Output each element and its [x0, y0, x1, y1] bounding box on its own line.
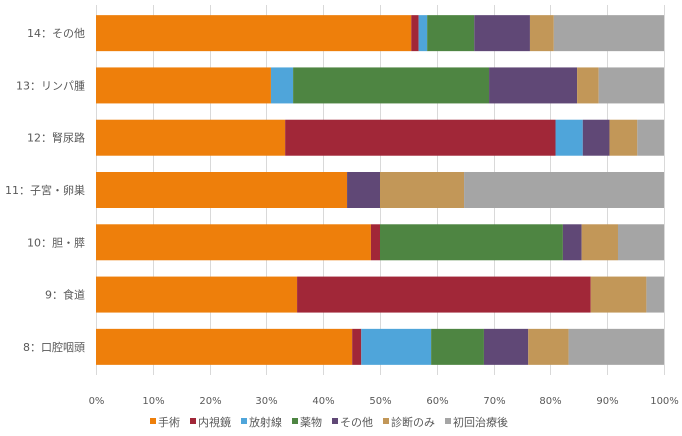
category-label: 14：その他 [27, 27, 85, 40]
bar-segment-4 [431, 328, 484, 365]
legend-item: 初回治療後 [445, 415, 508, 429]
legend-item: 内視鏡 [190, 415, 231, 429]
bar-segment-1 [96, 224, 371, 261]
bar-segment-4 [427, 15, 475, 52]
legend-item: 診断のみ [383, 415, 435, 429]
x-tick-label: 30% [255, 396, 277, 407]
bar-segment-1 [96, 119, 286, 156]
bar-segment-7 [637, 119, 664, 156]
bar-segment-4 [293, 67, 490, 104]
bar-segment-5 [483, 328, 529, 365]
legend-swatch [292, 418, 298, 424]
x-tick-label: 50% [369, 396, 391, 407]
bar-segment-5 [489, 67, 578, 104]
bar-segment-2 [285, 119, 556, 156]
legend-label: 初回治療後 [453, 415, 508, 429]
x-tick-label: 70% [483, 396, 505, 407]
bar-segment-7 [617, 224, 664, 261]
legend-swatch [332, 418, 338, 424]
bar-segment-1 [96, 172, 348, 208]
legend: 手術 内視鏡 放射線 薬物 その他 診断のみ 初回治療後 [150, 415, 508, 429]
bar-segment-6 [529, 15, 554, 52]
legend-swatch [190, 418, 196, 424]
x-tick-label: 100% [650, 396, 679, 407]
legend-swatch [445, 418, 451, 424]
bar-segment-7 [646, 276, 664, 313]
bar-segment-4 [380, 224, 563, 261]
category-label: 8：口腔咽頭 [23, 340, 85, 354]
bar-segment-1 [96, 276, 298, 313]
x-tick-label: 80% [539, 396, 561, 407]
bar-segment-5 [562, 224, 582, 261]
bar-segment-5 [347, 172, 380, 208]
x-tick-label: 10% [142, 396, 164, 407]
x-tick-label: 0% [89, 396, 105, 407]
legend-item: 放射線 [241, 415, 282, 429]
bar-segment-7 [598, 67, 664, 104]
legend-label: 診断のみ [391, 415, 435, 429]
legend-swatch [383, 418, 389, 424]
bar-segment-7 [553, 15, 664, 52]
bar-segment-1 [96, 328, 353, 365]
legend-label: 薬物 [300, 415, 322, 429]
bar-segment-6 [380, 172, 465, 208]
legend-item: その他 [332, 416, 373, 429]
legend-swatch [150, 418, 156, 424]
bar-segment-5 [582, 119, 610, 156]
category-label: 13：リンパ腫 [16, 78, 85, 92]
bar-segment-2 [411, 15, 419, 52]
bar-segment-6 [581, 224, 618, 261]
bar-segment-5 [474, 15, 530, 52]
legend-label: 内視鏡 [198, 415, 231, 429]
bar-segment-3 [418, 15, 428, 52]
x-tick-labels: 0% 10% 20% 30% 40% 50% 60% 70% 80% 90% 100% [89, 396, 679, 407]
x-tick-label: 90% [596, 396, 618, 407]
bar-segment-1 [96, 67, 271, 104]
bar-segment-2 [352, 328, 362, 365]
bar-segment-6 [590, 276, 647, 313]
bar-segment-6 [577, 67, 599, 104]
bar-segment-2 [370, 224, 380, 261]
bar-segment-1 [96, 15, 412, 52]
bar-segment-6 [609, 119, 638, 156]
category-label: 11：子宮・卵巣 [5, 183, 85, 197]
bar-segment-2 [297, 276, 591, 313]
legend-item: 薬物 [292, 415, 322, 429]
legend-item: 手術 [150, 415, 180, 429]
legend-swatch [241, 418, 247, 424]
category-labels: 14：その他 13：リンパ腫 12：腎尿路 11：子宮・卵巣 10：胆・膵 9：食道 8：口… [5, 27, 85, 354]
category-label: 12：腎尿路 [27, 132, 85, 145]
bar-segment-7 [568, 328, 664, 365]
category-label: 10：胆・膵 [27, 236, 85, 249]
x-tick-label: 20% [199, 396, 221, 407]
legend-label: 放射線 [249, 415, 282, 429]
legend-label: その他 [340, 416, 373, 429]
category-label: 9：食道 [45, 288, 85, 302]
bar-segment-3 [270, 67, 294, 104]
bars [96, 15, 664, 365]
bar-segment-6 [528, 328, 569, 365]
bar-segment-3 [555, 119, 583, 156]
x-tick-label: 40% [312, 396, 334, 407]
legend-label: 手術 [158, 415, 180, 429]
x-tick-label: 60% [426, 396, 448, 407]
bar-segment-3 [361, 328, 432, 365]
bar-segment-7 [464, 172, 664, 208]
